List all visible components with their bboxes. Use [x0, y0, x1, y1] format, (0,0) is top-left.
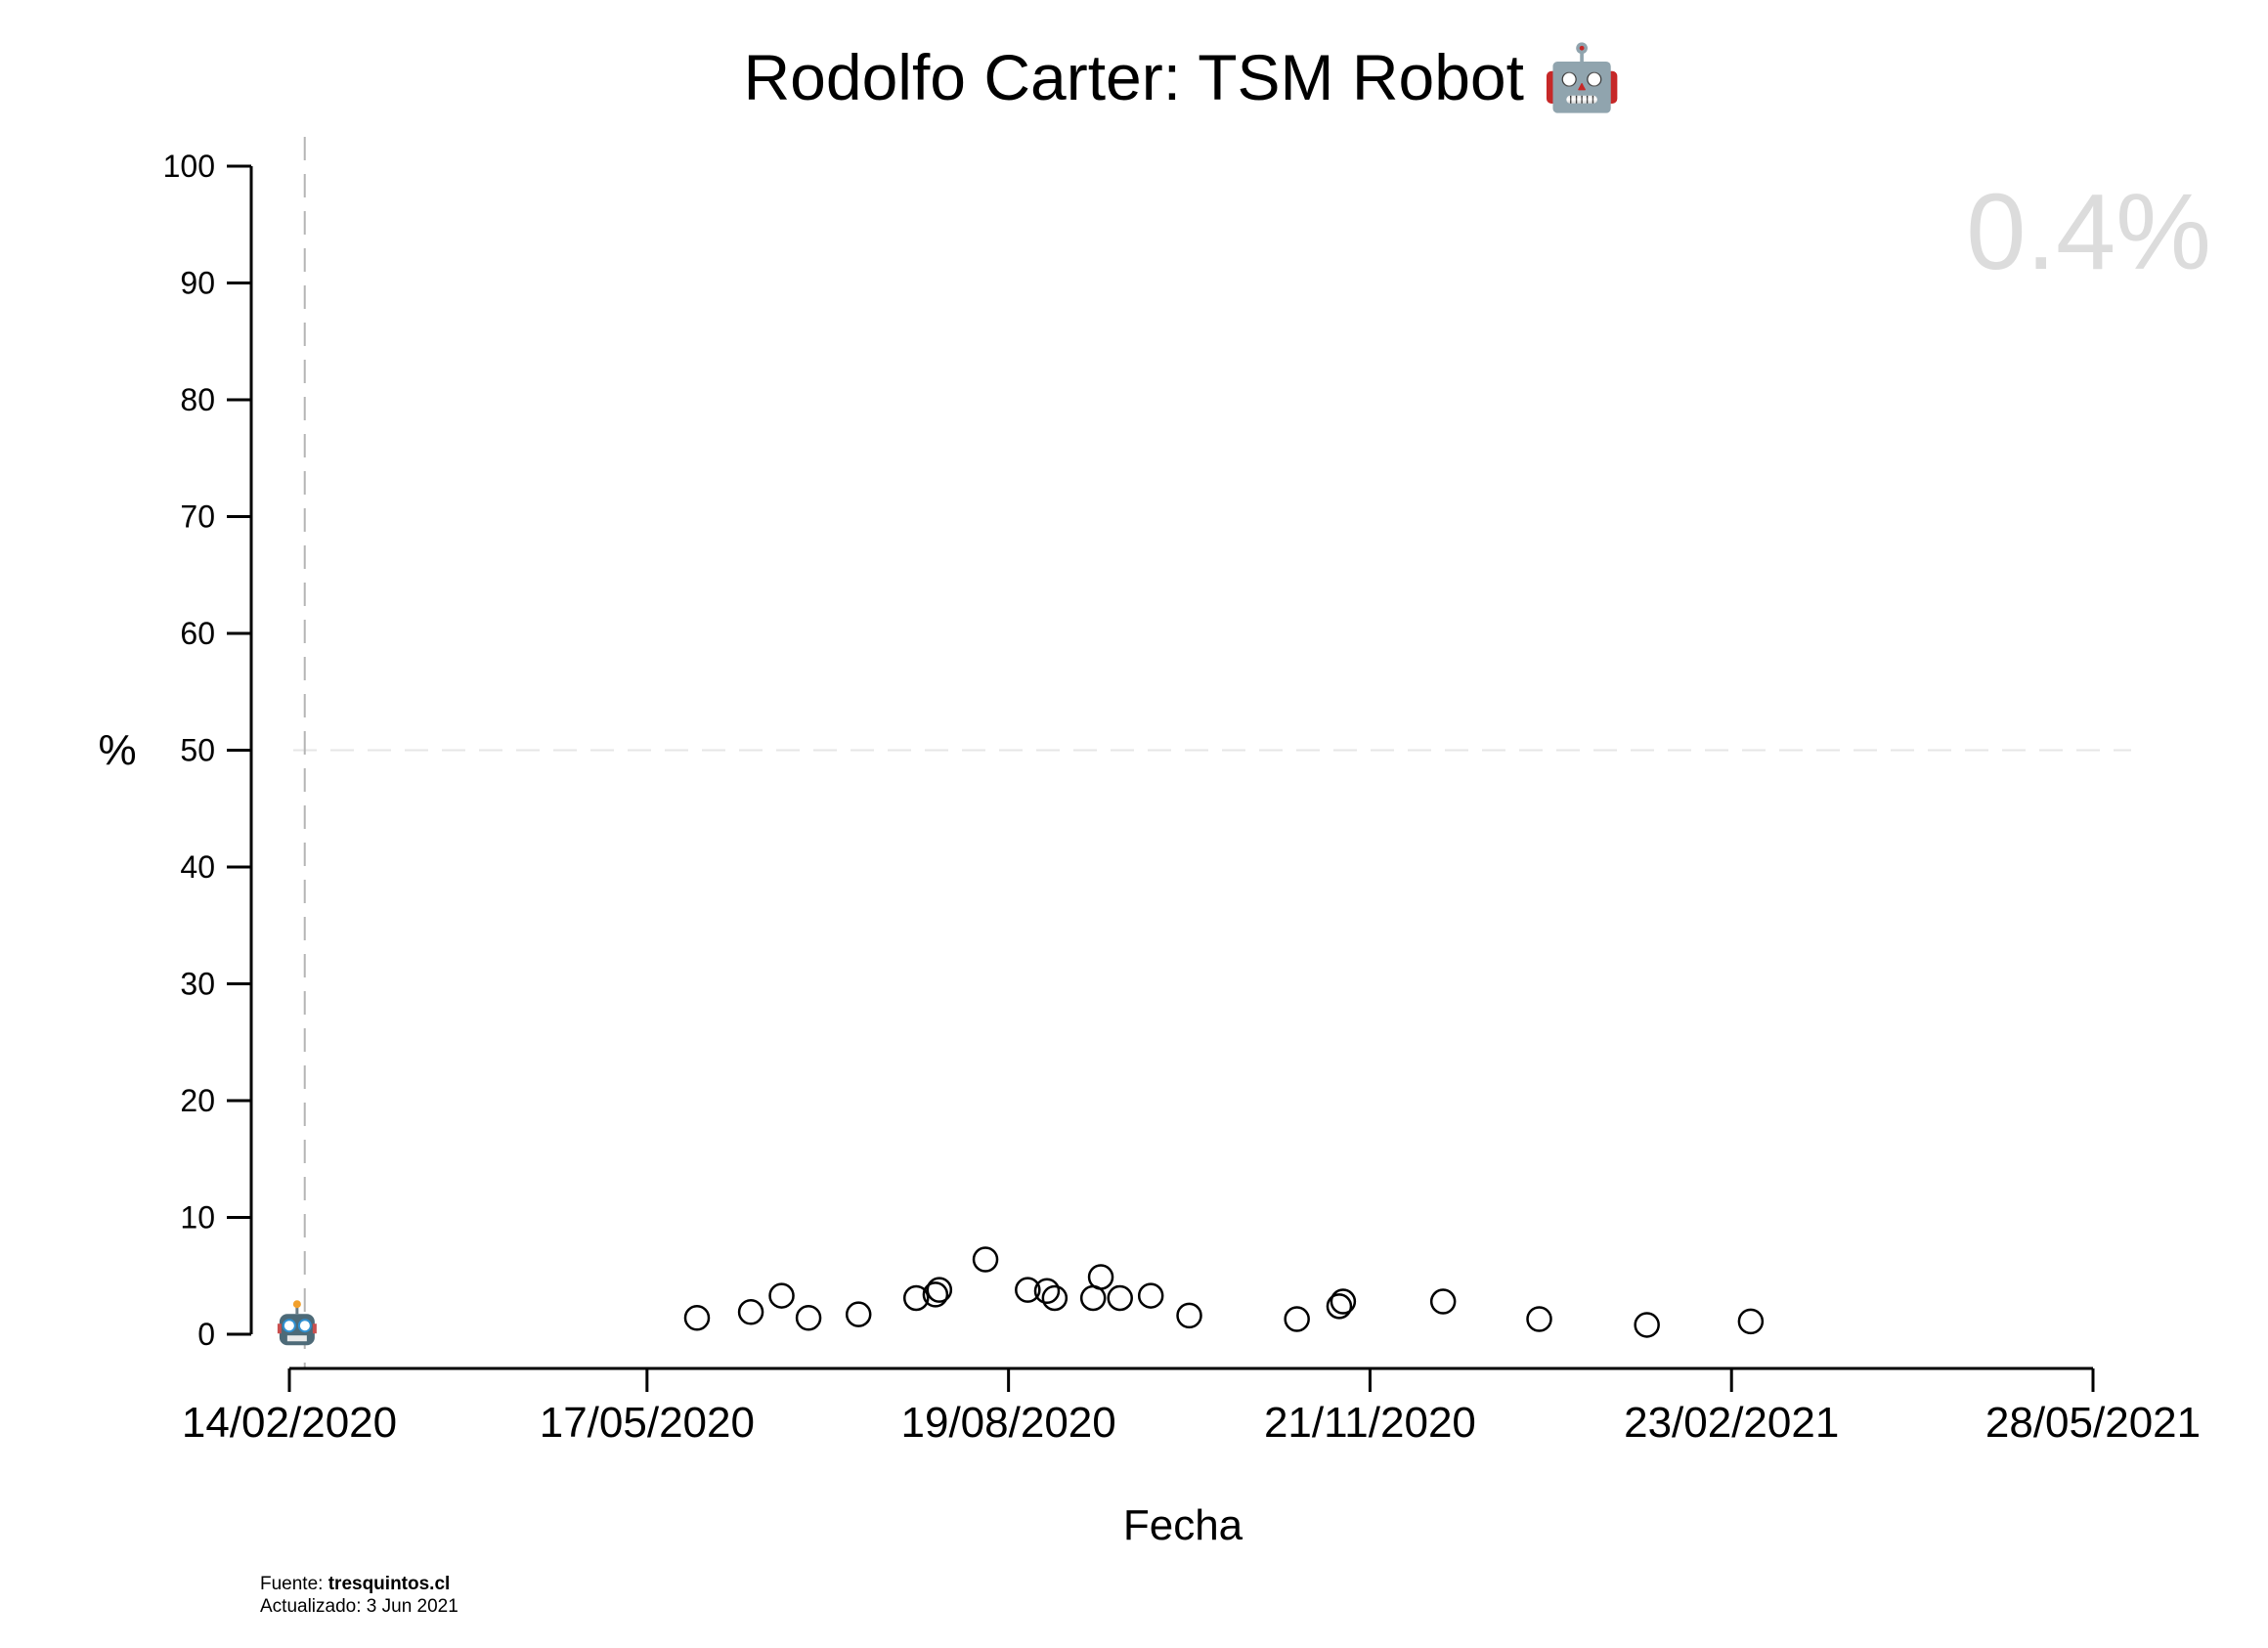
- y-axis-label: %: [98, 726, 136, 774]
- data-point: [1526, 1306, 1552, 1332]
- y-tick-label: 60: [180, 616, 215, 651]
- x-tick-label: 19/08/2020: [901, 1399, 1116, 1447]
- x-tick-label: 21/11/2020: [1264, 1399, 1476, 1447]
- data-point: [1176, 1302, 1202, 1329]
- data-points: [277, 1246, 1765, 1346]
- source-note: Fuente: tresquintos.cl: [260, 1574, 450, 1594]
- x-tick-label: 28/05/2021: [1985, 1399, 2201, 1447]
- robot-emoji-icon: [277, 1300, 317, 1346]
- data-point: [1634, 1312, 1660, 1338]
- data-point: [768, 1282, 795, 1309]
- data-point: [926, 1277, 953, 1303]
- data-point: [1330, 1288, 1357, 1315]
- y-tick-label: 20: [180, 1083, 215, 1118]
- latest-value-label: 0.4%: [1966, 172, 2211, 292]
- y-tick-label: 50: [180, 733, 215, 768]
- y-tick-label: 0: [197, 1317, 215, 1352]
- y-tick-label: 80: [180, 382, 215, 417]
- data-point: [795, 1305, 822, 1331]
- updated-note: Actualizado: 3 Jun 2021: [260, 1596, 458, 1617]
- data-point: [737, 1299, 764, 1325]
- data-point: [972, 1246, 999, 1273]
- data-point: [1087, 1264, 1114, 1290]
- data-point: [1033, 1278, 1061, 1305]
- data-point: [902, 1284, 930, 1312]
- y-tick-label: 70: [180, 499, 215, 535]
- x-tick-label: 23/02/2021: [1624, 1399, 1839, 1447]
- data-point: [1326, 1293, 1353, 1320]
- y-tick-label: 30: [180, 967, 215, 1002]
- y-tick-label: 90: [180, 266, 215, 301]
- y-tick-label: 40: [180, 849, 215, 885]
- source-value: tresquintos.cl: [328, 1574, 451, 1594]
- x-tick-label: 14/02/2020: [182, 1399, 397, 1447]
- y-axis: 0 10 20 30 40 50 60 70 80 90 100: [163, 149, 253, 1352]
- x-axis-label: Fecha: [1123, 1501, 1243, 1549]
- data-point: [1041, 1284, 1069, 1312]
- data-point: [683, 1305, 711, 1331]
- y-tick-label: 100: [163, 149, 215, 184]
- data-point: [1015, 1277, 1041, 1303]
- x-axis: 14/02/2020 17/05/2020 19/08/2020 21/11/2020…: [182, 1366, 2201, 1447]
- source-label: Fuente:: [260, 1574, 323, 1594]
- data-point: [1284, 1306, 1310, 1332]
- data-point: [1137, 1282, 1164, 1309]
- reference-lines: [293, 137, 2131, 1368]
- y-tick-label: 10: [180, 1200, 215, 1236]
- data-point: [922, 1281, 949, 1308]
- data-point: [1737, 1308, 1765, 1335]
- chart-title: Rodolfo Carter: TSM Robot 🤖: [744, 41, 1623, 114]
- data-point: [1429, 1288, 1457, 1315]
- data-point: [1107, 1284, 1133, 1312]
- data-point: [845, 1301, 872, 1327]
- x-tick-label: 17/05/2020: [540, 1399, 755, 1447]
